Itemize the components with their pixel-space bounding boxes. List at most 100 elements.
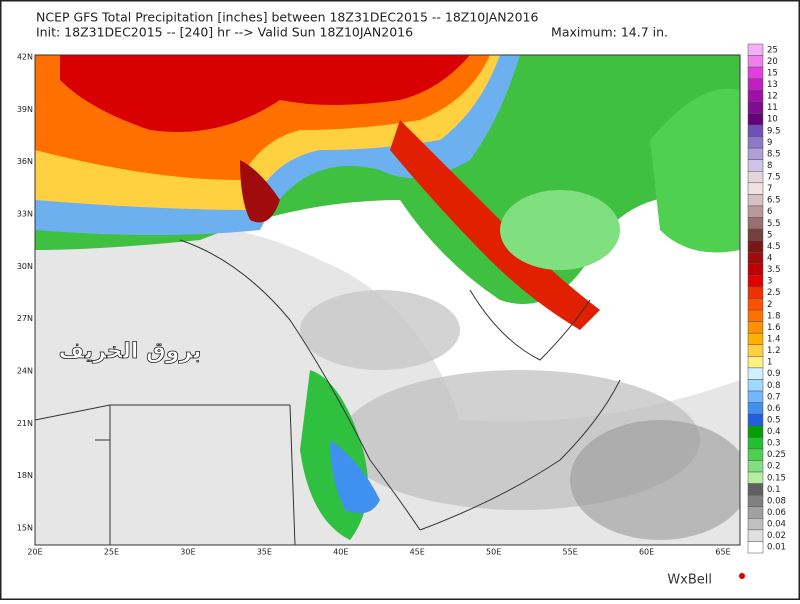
lat-label: 30N [17,262,33,271]
colorbar-swatch [747,194,764,207]
colorbar-label: 15 [767,68,778,78]
colorbar-label: 2 [767,300,772,310]
colorbar-label: 0.6 [767,404,781,414]
colorbar-label: 1.6 [767,323,781,333]
colorbar-swatch [747,494,764,507]
colorbar-label: 0.08 [767,496,786,506]
colorbar-swatch [747,90,764,103]
colorbar-swatch [747,309,764,322]
watermark: بروق الخريف [59,339,202,364]
colorbar-swatch [747,402,764,415]
colorbar-label: 0.3 [767,439,781,449]
colorbar-swatch [747,159,764,172]
lat-label: 18N [17,471,33,480]
colorbar-swatch [747,205,764,218]
colorbar-swatch [747,182,764,195]
colorbar-label: 3.5 [767,265,781,275]
title: NCEP GFS Total Precipitation [inches] be… [36,10,538,25]
logo: WxBell [667,573,712,588]
lat-label: 24N [17,367,33,376]
colorbar-swatch [747,437,764,450]
colorbar-label: 9.5 [767,126,781,136]
colorbar-label: 25 [767,45,778,55]
colorbar-label: 0.02 [767,531,786,541]
colorbar-swatch [747,506,764,519]
colorbar-label: 7 [767,184,772,194]
lat-label: 15N [17,524,33,533]
colorbar-label: 1 [767,358,772,368]
colorbar-swatch [747,263,764,276]
lon-label: 40E [333,548,348,557]
colorbar-label: 9 [767,138,772,148]
colorbar-swatch [747,101,764,114]
colorbar-swatch [747,356,764,369]
lat-label: 42N [17,53,33,62]
colorbar-label: 5 [767,230,772,240]
colorbar-label: 0.8 [767,381,781,391]
lon-label: 45E [410,548,425,557]
colorbar-swatch [747,425,764,438]
colorbar-label: 2.5 [767,288,781,298]
colorbar-swatch [747,78,764,91]
lat-label: 33N [17,210,33,219]
colorbar-swatch [747,228,764,241]
colorbar-swatch [747,448,764,461]
colorbar-swatch [747,332,764,346]
colorbar-label: 13 [767,80,778,90]
colorbar-label: 0.25 [767,450,786,460]
lon-label: 20E [27,548,42,557]
colorbar-label: 4 [767,254,772,264]
colorbar-label: 6.5 [767,196,781,206]
colorbar-swatch [747,171,764,184]
colorbar-label: 0.04 [767,520,786,530]
colorbar-label: 5.5 [767,219,781,229]
colorbar-swatch [747,379,764,392]
colorbar-label: 4.5 [767,242,781,252]
colorbar-label: 0.15 [767,473,786,483]
colorbar-label: 0.9 [767,369,781,379]
colorbar-label: 12 [767,92,778,102]
lat-label: 36N [17,157,33,166]
colorbar-swatch [747,367,764,380]
colorbar-swatch [747,43,764,56]
colorbar-swatch [747,275,764,288]
map [35,55,740,545]
colorbar-label: 0.5 [767,415,781,425]
colorbar-label: 3 [767,277,772,287]
colorbar-swatch [747,55,764,68]
colorbar-swatch [747,113,764,126]
colorbar-swatch [747,147,764,160]
colorbar-swatch [747,136,764,149]
lon-label: 65E [715,548,730,557]
map-border [34,54,741,546]
colorbar-swatch [747,286,764,299]
lon-label: 55E [562,548,577,557]
lon-label: 35E [257,548,272,557]
colorbar-swatch [747,217,764,230]
colorbar-label: 20 [767,57,778,67]
colorbar-label: 7.5 [767,173,781,183]
lat-label: 27N [17,314,33,323]
colorbar-swatch [747,529,764,542]
colorbar-swatch [747,344,764,357]
colorbar-label: 10 [767,115,778,125]
colorbar-swatch [747,240,764,253]
colorbar-swatch [747,413,764,427]
colorbar-label: 0.01 [767,543,786,553]
colorbar-swatch [747,541,764,554]
colorbar-swatch [747,518,764,531]
colorbar-label: 6 [767,207,772,217]
lon-label: 60E [639,548,654,557]
colorbar-label: 1.2 [767,346,781,356]
colorbar-label: 1.8 [767,311,781,321]
colorbar-label: 1.4 [767,334,781,344]
colorbar-label: 0.2 [767,462,781,472]
colorbar-swatch [747,251,764,265]
colorbar-swatch [747,460,764,473]
lat-label: 39N [17,105,33,114]
colorbar-label: 11 [767,103,778,113]
lat-label: 21N [17,419,33,428]
colorbar-swatch [747,471,764,484]
